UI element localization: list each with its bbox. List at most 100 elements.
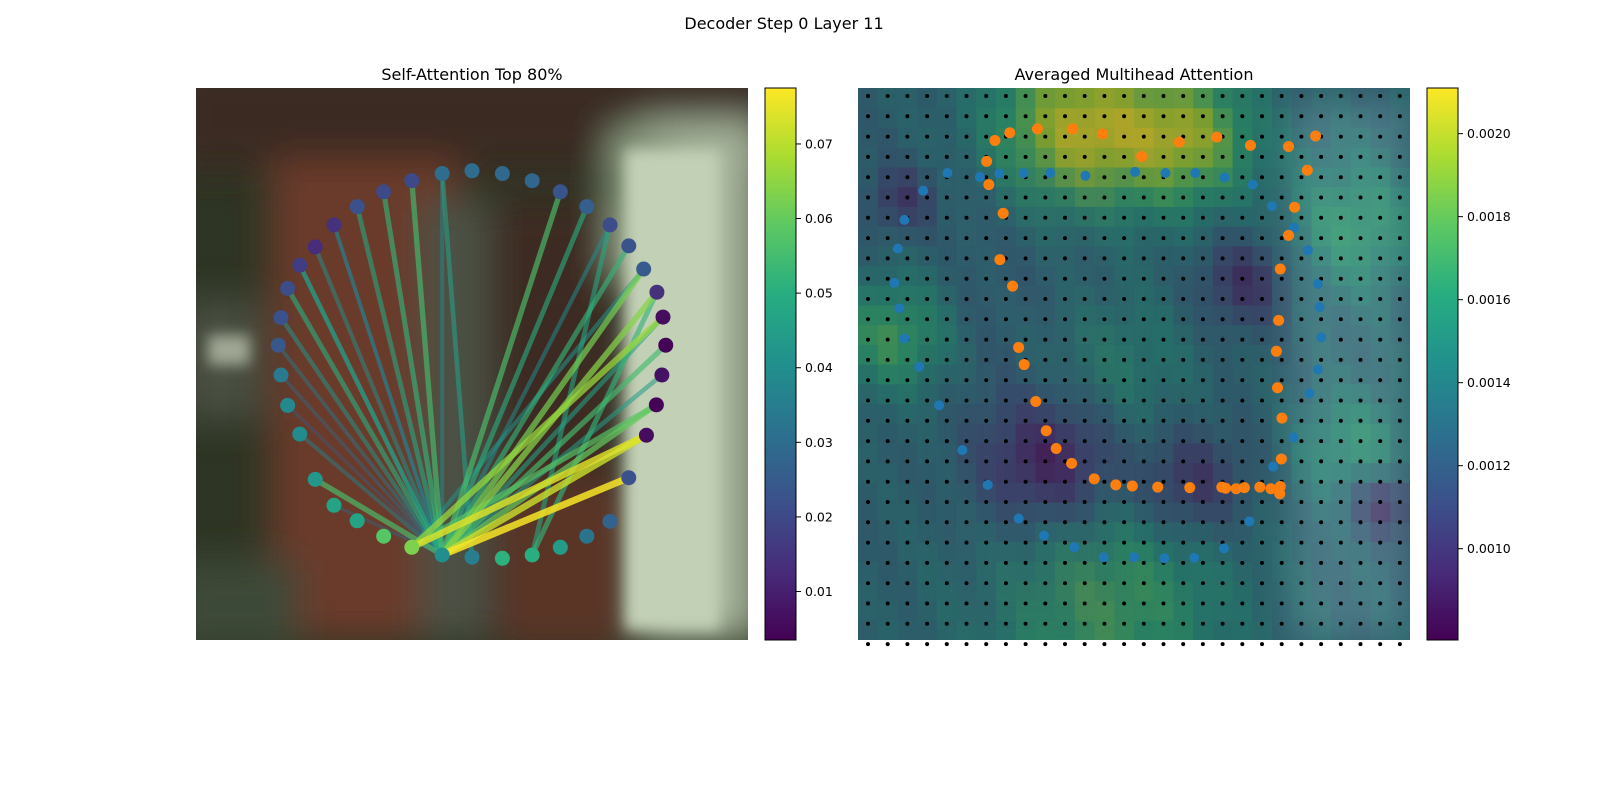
grid-dot [984, 621, 989, 626]
grid-dot [1378, 297, 1383, 301]
grid-dot [1358, 439, 1363, 444]
heatmap-cell [1212, 561, 1234, 582]
heatmap-cell [1173, 324, 1194, 345]
heatmap-cell [1193, 561, 1214, 582]
grid-dot [1161, 540, 1166, 545]
heatmap-cell [1035, 502, 1056, 523]
attention-edge [279, 373, 444, 557]
grid-dot [1082, 317, 1087, 322]
grid-dot [984, 357, 989, 362]
heatmap-cell [1232, 304, 1253, 326]
grid-dot [1141, 642, 1146, 647]
heatmap-cell [976, 561, 997, 582]
heatmap-cell [1232, 403, 1253, 424]
heatmap-cell [1153, 245, 1175, 267]
grid-dot [1220, 418, 1225, 423]
grid-dot [925, 256, 930, 261]
grid-dot [925, 520, 930, 525]
grid-dot [925, 154, 930, 159]
heatmap-cell [1134, 383, 1155, 405]
grid-dot [1102, 378, 1107, 383]
grid-dot [964, 337, 969, 342]
heatmap-cell [1055, 521, 1076, 543]
grid-dot [1260, 337, 1264, 342]
grid-dot [1378, 500, 1383, 504]
heatmap-cell [1311, 88, 1332, 109]
heatmap-cell [1350, 600, 1372, 621]
heatmap-cell [976, 88, 997, 109]
heatmap-cell [1015, 403, 1037, 424]
orange-point [1110, 479, 1122, 491]
heatmap-cell [1114, 88, 1135, 109]
orange-point [1004, 127, 1016, 139]
grid-dot [1141, 540, 1146, 545]
heatmap-cell [1212, 620, 1234, 640]
heatmap-cell [1193, 265, 1214, 286]
grid-dot [1200, 560, 1205, 565]
heatmap-cell [1015, 600, 1037, 621]
heatmap-cell [1094, 364, 1115, 385]
heatmap-cell [936, 364, 958, 385]
grid-dot [1279, 357, 1284, 362]
heatmap-cell [1153, 423, 1175, 444]
heatmap-cell [1094, 442, 1115, 464]
grid-dot [1200, 317, 1205, 322]
heatmap-cell [1212, 580, 1234, 602]
heatmap-cell [1074, 304, 1096, 326]
blue-point [957, 445, 968, 456]
grid-dot [1161, 154, 1166, 159]
heatmap-cell [917, 442, 938, 464]
blue-point [889, 277, 900, 288]
grid-dot [1378, 459, 1383, 464]
heatmap-cell [936, 423, 958, 444]
colorbar-tick-label: 0.0010 [1467, 541, 1511, 556]
grid-dot [1378, 642, 1383, 647]
heatmap-cell [996, 482, 1017, 503]
grid-dot [905, 357, 910, 362]
attention-node [494, 166, 510, 182]
heatmap-cell [1390, 344, 1410, 365]
grid-dot [1260, 621, 1264, 626]
heatmap-cell [1193, 502, 1214, 523]
grid-dot [1260, 581, 1264, 586]
heatmap-cell [1074, 442, 1096, 464]
heatmap-cell [976, 285, 997, 306]
grid-dot [925, 540, 930, 545]
grid-dot [964, 317, 969, 322]
grid-dot [1397, 175, 1402, 180]
heatmap-cell [1134, 423, 1155, 444]
grid-dot [925, 215, 930, 220]
grid-dot [1358, 520, 1363, 525]
heatmap-cell [1134, 541, 1155, 562]
grid-dot [1279, 236, 1284, 241]
heatmap-cell [956, 462, 977, 483]
grid-dot [1260, 154, 1264, 159]
grid-dot [1082, 439, 1087, 444]
blue-point [934, 400, 945, 411]
grid-dot [1240, 500, 1245, 504]
grid-dot [1122, 418, 1127, 423]
heatmap-cell [1212, 324, 1234, 345]
heatmap-cell [956, 580, 977, 602]
heatmap-cell [1094, 600, 1115, 621]
heatmap-cell [1272, 541, 1293, 562]
grid-dot [925, 601, 930, 606]
grid-dot [1181, 500, 1186, 504]
grid-dot [1023, 479, 1028, 484]
grid-dot [1260, 114, 1264, 119]
heatmap-cell [1173, 521, 1194, 543]
attention-node [654, 367, 670, 383]
grid-dot [925, 175, 930, 180]
grid-dot [1141, 459, 1146, 464]
heatmap-cell [1193, 364, 1214, 385]
heatmap-cell [917, 462, 938, 483]
grid-dot [1319, 601, 1324, 606]
heatmap-cell [1114, 561, 1135, 582]
grid-dot [1299, 175, 1304, 180]
heatmap-cell [1370, 580, 1391, 602]
heatmap-cell [877, 620, 899, 640]
grid-dot [1043, 479, 1048, 484]
grid-dot [885, 276, 890, 281]
grid-dot [1397, 195, 1402, 200]
grid-dot [1299, 560, 1304, 565]
